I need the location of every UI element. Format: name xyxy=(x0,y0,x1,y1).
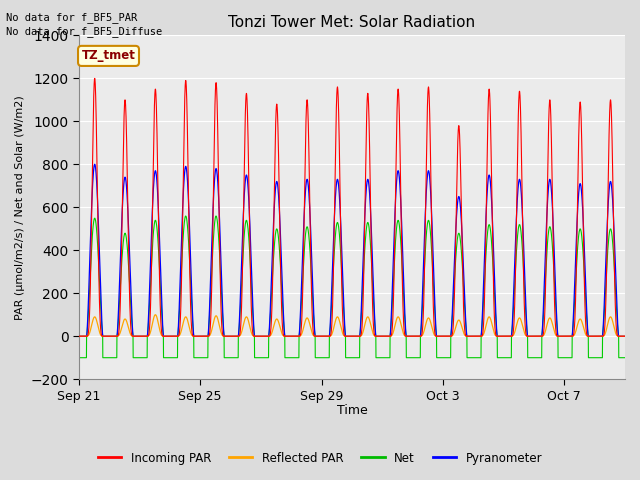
Title: Tonzi Tower Met: Solar Radiation: Tonzi Tower Met: Solar Radiation xyxy=(228,15,476,30)
Legend: Incoming PAR, Reflected PAR, Net, Pyranometer: Incoming PAR, Reflected PAR, Net, Pyrano… xyxy=(93,447,547,469)
Text: TZ_tmet: TZ_tmet xyxy=(81,49,136,62)
X-axis label: Time: Time xyxy=(337,404,367,417)
Text: No data for f_BF5_Diffuse: No data for f_BF5_Diffuse xyxy=(6,26,163,37)
Y-axis label: PAR (μmol/m2/s) / Net and Solar (W/m2): PAR (μmol/m2/s) / Net and Solar (W/m2) xyxy=(15,95,25,320)
Text: No data for f_BF5_PAR: No data for f_BF5_PAR xyxy=(6,12,138,23)
